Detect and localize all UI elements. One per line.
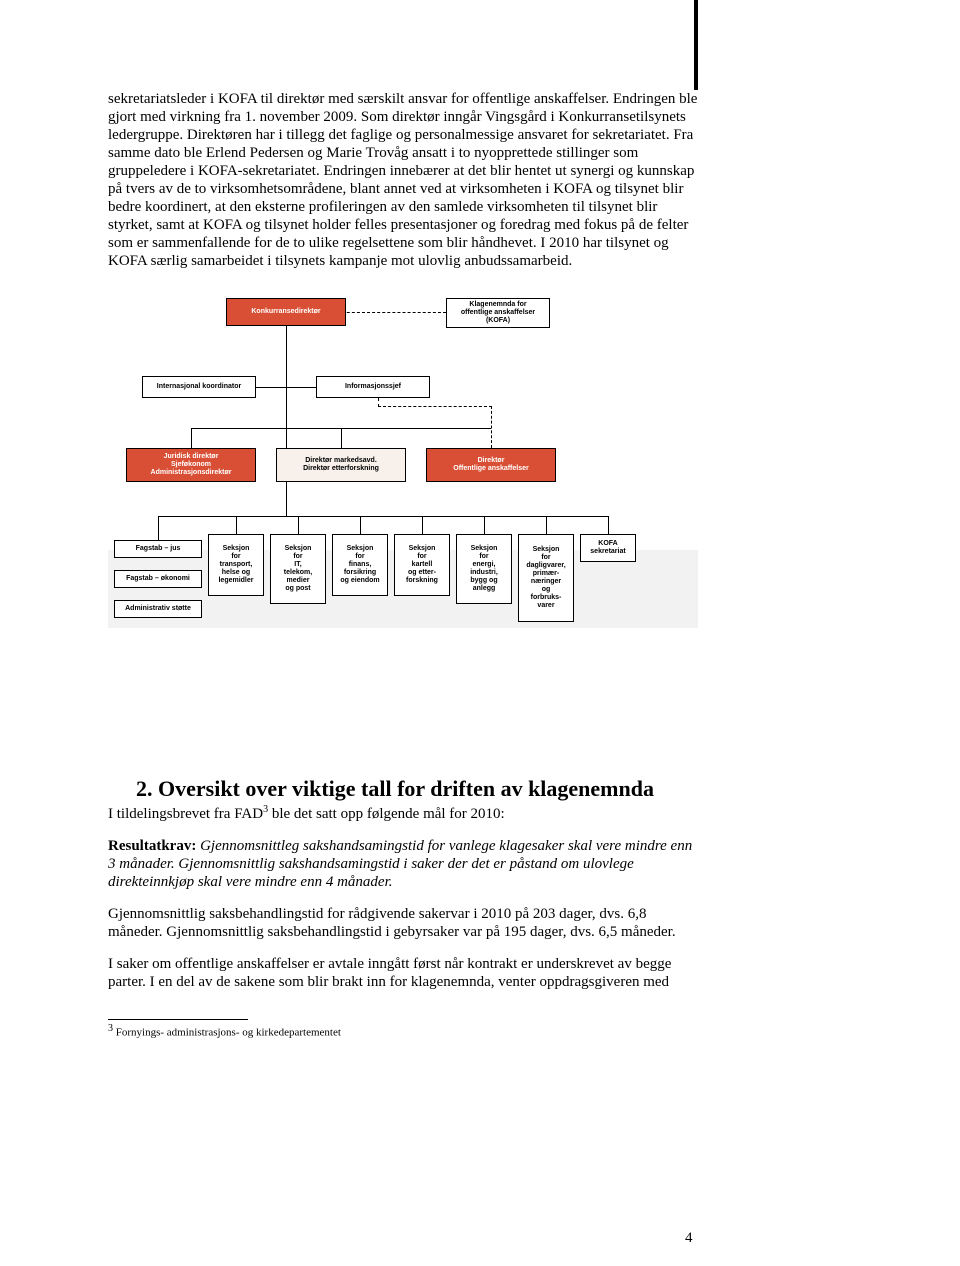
org-node-offansk: Direktør Offentlige anskaffelser bbox=[426, 448, 556, 482]
org-node-s5: Seksjon for energi, industri, bygg og an… bbox=[456, 534, 512, 604]
chart-connector bbox=[341, 428, 342, 448]
org-chart: Konkurransedirektør Klagenemnda for offen… bbox=[108, 298, 698, 728]
resultatkrav-label: Resultatkrav: bbox=[108, 838, 196, 854]
footnote-3: 3 Fornyings- administrasjons- og kirkede… bbox=[108, 1023, 698, 1039]
chart-connector bbox=[236, 516, 237, 534]
org-node-s4: Seksjon for kartell og etter- forskning bbox=[394, 534, 450, 596]
resultatkrav-paragraph: Resultatkrav: Gjennomsnittleg sakshandsa… bbox=[108, 837, 698, 891]
chart-connector bbox=[298, 516, 299, 534]
org-node-konkdir: Konkurransedirektør bbox=[226, 298, 346, 326]
footnote-rule bbox=[108, 1019, 248, 1020]
org-node-s2: Seksjon for IT, telekom, medier og post bbox=[270, 534, 326, 604]
chart-connector-dashed bbox=[378, 398, 379, 407]
org-node-fagjus: Fagstab – jus bbox=[114, 540, 202, 558]
chart-connector bbox=[191, 428, 286, 429]
chart-connector bbox=[422, 516, 423, 534]
org-node-marked: Direktør markedsavd. Direktør etterforsk… bbox=[276, 448, 406, 482]
section-2-heading: 2. Oversikt over viktige tall for drifte… bbox=[108, 776, 698, 802]
org-node-infosjef: Informasjonssjef bbox=[316, 376, 430, 398]
resultatkrav-text: Gjennomsnittleg sakshandsamingstid for v… bbox=[108, 838, 692, 890]
fad-intro-a: I tildelingsbrevet fra FAD bbox=[108, 806, 263, 822]
page-content: sekretariatsleder i KOFA til direktør me… bbox=[108, 90, 698, 1039]
chart-connector bbox=[484, 516, 485, 534]
fad-intro-b: ble det satt opp følgende mål for 2010: bbox=[268, 806, 505, 822]
org-node-juridisk: Juridisk direktør Sjeføkonom Administras… bbox=[126, 448, 256, 482]
org-node-s6: Seksjon for dagligvarer, primær- næringe… bbox=[518, 534, 574, 622]
org-node-s1: Seksjon for transport, helse og legemidl… bbox=[208, 534, 264, 596]
chart-connector bbox=[191, 428, 192, 448]
org-node-admst: Administrativ støtte bbox=[114, 600, 202, 618]
chart-connector bbox=[360, 516, 361, 534]
side-black-strip bbox=[694, 0, 698, 90]
avg-processing-paragraph: Gjennomsnittlig saksbehandlingstid for r… bbox=[108, 905, 698, 941]
chart-connector-dashed bbox=[378, 406, 492, 407]
contract-paragraph: I saker om offentlige anskaffelser er av… bbox=[108, 955, 698, 991]
org-node-s7: KOFA sekretariat bbox=[580, 534, 636, 562]
org-node-intkoord: Internasjonal koordinator bbox=[142, 376, 256, 398]
org-node-s3: Seksjon for finans, forsikring og eiendo… bbox=[332, 534, 388, 596]
org-node-kofa: Klagenemnda for offentlige anskaffelser … bbox=[446, 298, 550, 328]
chart-connector bbox=[256, 387, 316, 388]
chart-connector bbox=[546, 516, 547, 534]
fad-intro-line: I tildelingsbrevet fra FAD3 ble det satt… bbox=[108, 804, 698, 823]
chart-connector bbox=[608, 516, 609, 534]
chart-connector bbox=[286, 428, 491, 429]
page-number: 4 bbox=[685, 1230, 693, 1247]
chart-connector-dashed bbox=[491, 406, 492, 448]
footnote-3-text: Fornyings- administrasjons- og kirkedepa… bbox=[113, 1027, 341, 1039]
chart-connector bbox=[158, 516, 608, 517]
chart-connector bbox=[158, 516, 159, 540]
intro-paragraph: sekretariatsleder i KOFA til direktør me… bbox=[108, 90, 698, 270]
chart-connector bbox=[286, 326, 287, 516]
org-node-fagok: Fagstab – økonomi bbox=[114, 570, 202, 588]
